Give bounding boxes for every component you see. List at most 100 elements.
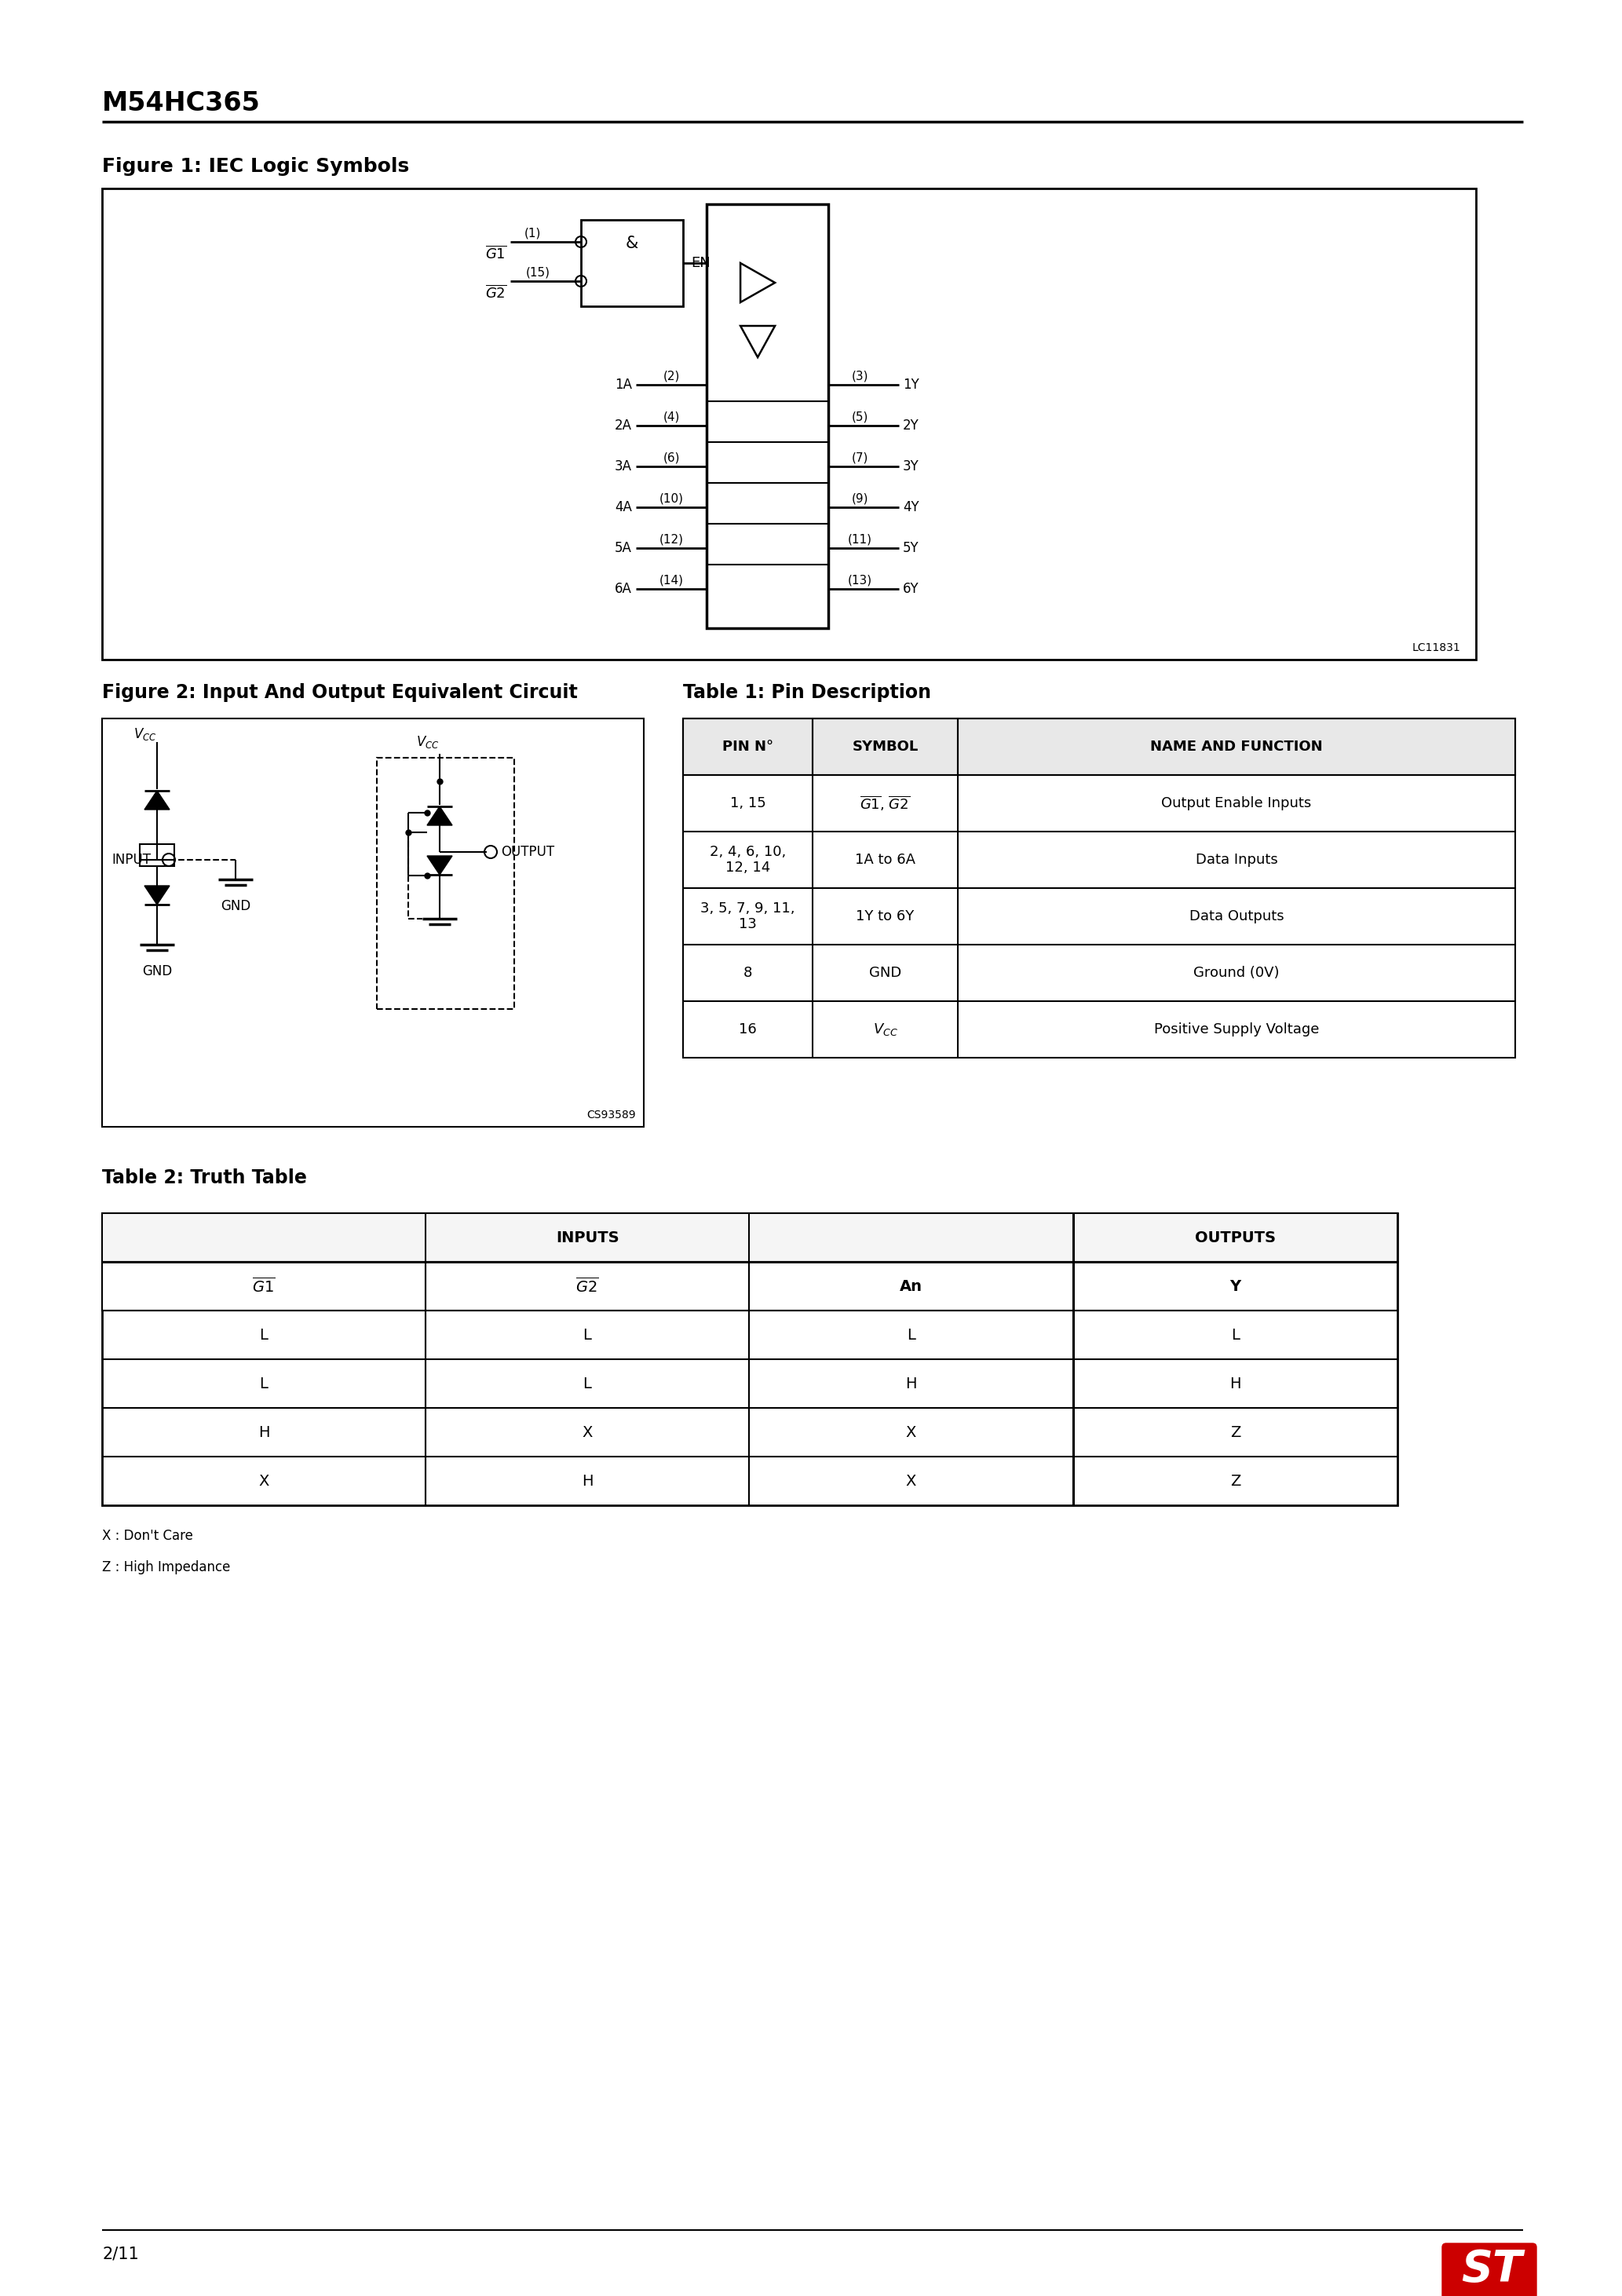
Text: $\overline{G2}$: $\overline{G2}$: [485, 285, 506, 301]
Text: Z: Z: [1229, 1426, 1241, 1440]
Text: GND: GND: [143, 964, 172, 978]
Text: (12): (12): [659, 533, 683, 544]
Text: Data Inputs: Data Inputs: [1195, 852, 1278, 868]
Text: 8: 8: [743, 967, 753, 980]
Text: Ground (0V): Ground (0V): [1194, 967, 1280, 980]
Text: $\overline{G1}$: $\overline{G1}$: [485, 246, 506, 262]
Text: X: X: [905, 1426, 916, 1440]
Polygon shape: [144, 886, 170, 905]
Text: 2Y: 2Y: [903, 418, 920, 432]
Text: 3Y: 3Y: [903, 459, 920, 473]
Text: OUTPUTS: OUTPUTS: [1195, 1231, 1277, 1244]
Polygon shape: [427, 856, 453, 875]
Text: $V_{CC}$: $V_{CC}$: [133, 726, 157, 742]
Bar: [707, 204, 829, 629]
Text: 1Y: 1Y: [903, 379, 920, 393]
Text: 2A: 2A: [615, 418, 633, 432]
Polygon shape: [144, 790, 170, 810]
Bar: [102, 1212, 1398, 1506]
Text: 5Y: 5Y: [903, 542, 920, 556]
Text: 5A: 5A: [615, 542, 633, 556]
Text: 1Y to 6Y: 1Y to 6Y: [856, 909, 915, 923]
Bar: [581, 220, 683, 305]
Text: $\overline{G2}$: $\overline{G2}$: [576, 1277, 599, 1295]
Text: H: H: [258, 1426, 269, 1440]
Text: &: &: [626, 236, 639, 250]
Text: 6Y: 6Y: [903, 581, 920, 597]
Text: (15): (15): [526, 266, 550, 278]
Text: X : Don't Care: X : Don't Care: [102, 1529, 193, 1543]
Text: 2/11: 2/11: [102, 2245, 139, 2262]
Text: 3A: 3A: [615, 459, 633, 473]
Bar: [102, 188, 1476, 659]
Text: ST: ST: [1461, 2248, 1521, 2291]
Text: 2, 4, 6, 10,
12, 14: 2, 4, 6, 10, 12, 14: [710, 845, 787, 875]
Text: LC11831: LC11831: [1411, 643, 1460, 654]
Text: 1, 15: 1, 15: [730, 797, 766, 810]
Text: INPUTS: INPUTS: [556, 1231, 620, 1244]
Text: INPUT: INPUT: [112, 852, 151, 868]
Text: Positive Supply Voltage: Positive Supply Voltage: [1153, 1022, 1319, 1035]
Text: Y: Y: [1229, 1279, 1241, 1293]
Text: (14): (14): [659, 574, 683, 585]
Text: GND: GND: [221, 900, 250, 914]
Text: H: H: [582, 1474, 594, 1488]
Text: 6A: 6A: [615, 581, 633, 597]
Text: EN: EN: [691, 255, 710, 271]
Text: (5): (5): [852, 411, 868, 422]
Text: (11): (11): [848, 533, 873, 544]
Text: Z : High Impedance: Z : High Impedance: [102, 1561, 230, 1575]
Text: (13): (13): [847, 574, 873, 585]
Text: NAME AND FUNCTION: NAME AND FUNCTION: [1150, 739, 1322, 753]
Text: An: An: [900, 1279, 923, 1293]
Text: Table 1: Pin Description: Table 1: Pin Description: [683, 684, 931, 703]
Text: H: H: [1229, 1375, 1241, 1391]
Bar: [102, 1212, 1398, 1263]
Bar: [683, 719, 1515, 1058]
Text: $\overline{G1}$, $\overline{G2}$: $\overline{G1}$, $\overline{G2}$: [860, 794, 910, 813]
Text: $V_{CC}$: $V_{CC}$: [873, 1022, 897, 1038]
Text: OUTPUT: OUTPUT: [501, 845, 555, 859]
Text: Data Outputs: Data Outputs: [1189, 909, 1285, 923]
Text: Table 2: Truth Table: Table 2: Truth Table: [102, 1169, 307, 1187]
FancyBboxPatch shape: [1442, 2243, 1536, 2296]
Bar: [102, 1263, 1398, 1311]
Text: $\overline{G1}$: $\overline{G1}$: [251, 1277, 276, 1295]
Text: Figure 2: Input And Output Equivalent Circuit: Figure 2: Input And Output Equivalent Ci…: [102, 684, 577, 703]
Text: M54HC365: M54HC365: [102, 90, 261, 117]
Text: $V_{CC}$: $V_{CC}$: [417, 735, 440, 751]
Text: (1): (1): [524, 227, 540, 239]
Text: L: L: [582, 1327, 592, 1343]
Text: Figure 1: IEC Logic Symbols: Figure 1: IEC Logic Symbols: [102, 156, 409, 177]
Text: H: H: [905, 1375, 916, 1391]
Text: (2): (2): [663, 370, 680, 381]
Text: L: L: [582, 1375, 592, 1391]
Text: Output Enable Inputs: Output Enable Inputs: [1161, 797, 1312, 810]
Text: X: X: [582, 1426, 592, 1440]
Text: 4Y: 4Y: [903, 501, 920, 514]
Text: 16: 16: [740, 1022, 757, 1035]
Text: 3, 5, 7, 9, 11,
13: 3, 5, 7, 9, 11, 13: [701, 900, 795, 932]
Text: (9): (9): [852, 491, 868, 505]
Bar: [139, 845, 174, 866]
Text: GND: GND: [869, 967, 902, 980]
Text: (7): (7): [852, 452, 868, 464]
Text: L: L: [907, 1327, 915, 1343]
Text: 1A: 1A: [615, 379, 633, 393]
Bar: [102, 719, 644, 1127]
Bar: [683, 719, 1515, 776]
Text: 1A to 6A: 1A to 6A: [855, 852, 915, 868]
Text: (4): (4): [663, 411, 680, 422]
Text: (10): (10): [659, 491, 683, 505]
Text: (3): (3): [852, 370, 868, 381]
Polygon shape: [427, 806, 453, 824]
Text: PIN N°: PIN N°: [722, 739, 774, 753]
Text: Z: Z: [1229, 1474, 1241, 1488]
Text: L: L: [1231, 1327, 1239, 1343]
Text: L: L: [260, 1375, 268, 1391]
Text: (6): (6): [663, 452, 680, 464]
Text: X: X: [905, 1474, 916, 1488]
Text: 4A: 4A: [615, 501, 633, 514]
Text: SYMBOL: SYMBOL: [852, 739, 918, 753]
Bar: [376, 758, 514, 1008]
